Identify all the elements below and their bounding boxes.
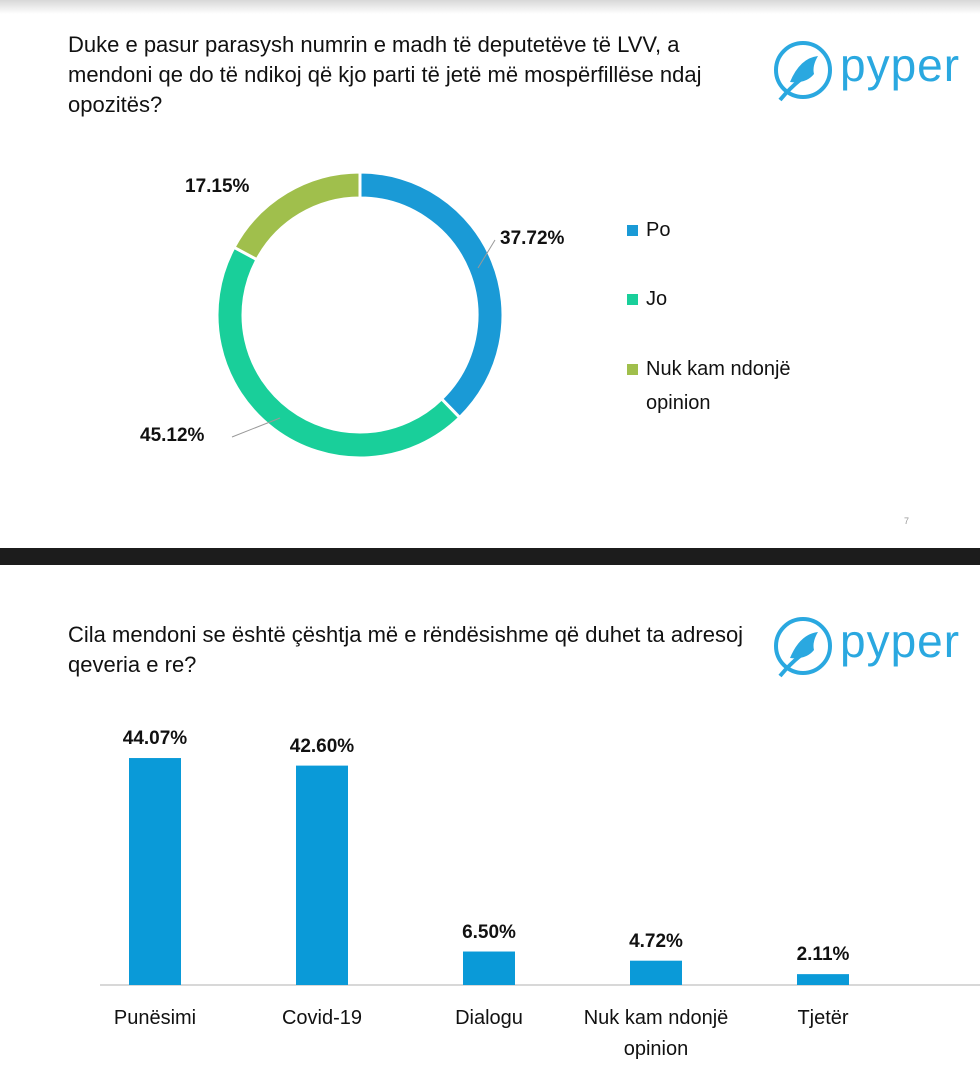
- bar: [463, 951, 515, 985]
- legend-label: Po: [646, 219, 671, 241]
- donut-slice: [232, 170, 362, 262]
- bar: [129, 758, 181, 985]
- x-tick-label: Dialogu: [455, 1007, 523, 1029]
- x-tick-label: Nuk kam ndonjë opinion: [583, 1007, 729, 1060]
- donut-slice: [358, 170, 505, 420]
- bar: [296, 765, 348, 985]
- chart-title: Cila mendoni se është çështja më e rëndë…: [68, 622, 744, 677]
- logo-text: pyper: [840, 39, 961, 91]
- logo-icon: [774, 617, 832, 678]
- chart-title: Duke e pasur parasysh numrin e madh të d…: [68, 32, 702, 117]
- x-tick-label: Covid-19: [281, 1007, 363, 1029]
- legend-swatch: [627, 225, 638, 236]
- data-label: 2.11%: [796, 944, 850, 966]
- x-tick-label: Punësimi: [113, 1007, 197, 1029]
- legend-swatch: [627, 364, 638, 375]
- data-label: 6.50%: [462, 921, 516, 943]
- legend-label: Nuk kam ndonjë opinion: [646, 358, 791, 414]
- logo-icon: [774, 41, 832, 102]
- bar: [797, 974, 849, 985]
- data-label: 17.15%: [185, 176, 250, 197]
- leader-line: [477, 239, 496, 269]
- separator-band: [0, 548, 980, 565]
- top-shade: [0, 0, 980, 14]
- data-label: 45.12%: [140, 425, 205, 446]
- x-tick-label: Tjetër: [797, 1007, 849, 1029]
- bar: [630, 960, 682, 985]
- logo-text: pyper: [840, 615, 961, 667]
- leader-line: [231, 417, 281, 438]
- data-label: 4.72%: [629, 930, 683, 952]
- donut-slice: [215, 245, 462, 460]
- data-label: 42.60%: [289, 735, 355, 757]
- data-label: 37.72%: [500, 228, 565, 249]
- legend-label: Jo: [646, 288, 668, 310]
- data-label: 44.07%: [122, 728, 188, 750]
- page-number: 7: [904, 516, 910, 526]
- legend-swatch: [627, 294, 638, 305]
